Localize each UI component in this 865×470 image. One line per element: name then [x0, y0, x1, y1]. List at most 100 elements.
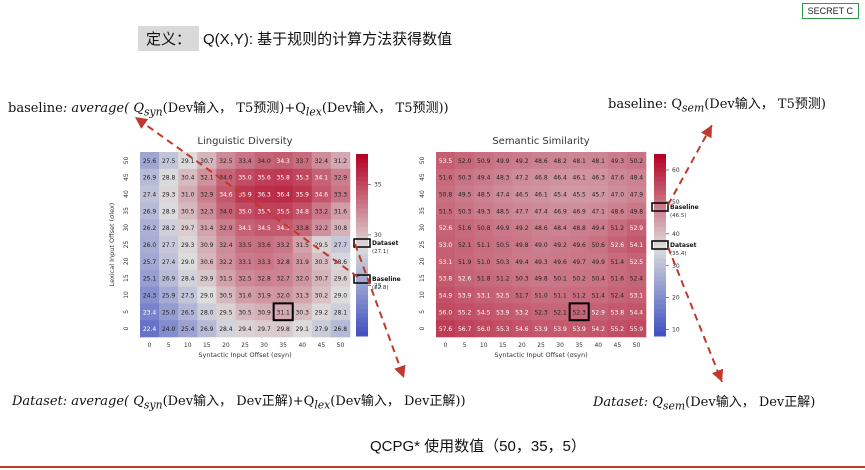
heatmap-cell-label: 56.0: [439, 309, 453, 316]
heatmap-cell: [588, 252, 609, 271]
heatmap-cell: [235, 236, 255, 254]
heatmap-cell-label: 33.3: [334, 192, 348, 199]
heatmap-cell-label: 49.9: [592, 259, 606, 266]
colorbar-segment: [654, 185, 666, 191]
heatmap-cell-label: 51.6: [611, 276, 625, 283]
colorbar-segment: [654, 231, 666, 237]
heatmap-cell: [436, 152, 456, 170]
heatmap-cell-label: 25.4: [181, 326, 195, 333]
heatmap-cell: [550, 252, 570, 271]
heatmap-cell-label: 52.4: [611, 292, 625, 299]
heatmap-cell-label: 31.1: [277, 309, 291, 316]
semantic-similarity-heatmap: Semantic Similarity 53.5 52.0 50.9 49.9 49.2 4…: [419, 136, 699, 359]
colorbar-segment: [356, 322, 368, 328]
y-tick-label: 20: [123, 257, 130, 265]
heatmap-cell: [159, 303, 179, 321]
heatmap-cell: [493, 185, 513, 203]
heatmap-cell-label: 26.5: [181, 309, 195, 316]
heatmap-cell: [216, 168, 236, 186]
heatmap-cell-label: 45.4: [553, 192, 567, 199]
colorbar-tick-label: 25: [374, 282, 382, 289]
colorbar-tick-label: 35: [374, 181, 382, 188]
heatmap-cell-label: 49.9: [496, 158, 510, 165]
heatmap-cell: [235, 320, 255, 338]
x-tick-label: 35: [575, 342, 583, 349]
colorbar-segment: [356, 181, 368, 187]
heatmap-cell-label: 27.4: [143, 192, 157, 199]
heatmap-cell: [493, 286, 513, 304]
heatmap-cell-label: 26.9: [200, 326, 214, 333]
x-tick-label: 25: [537, 342, 545, 349]
heatmap-cell: [588, 303, 609, 321]
colorbar-segment: [654, 213, 666, 219]
colorbar-segment: [654, 285, 666, 291]
heatmap-cell: [254, 219, 274, 237]
y-tick-label: 25: [123, 241, 130, 249]
heatmap-cell: [140, 303, 160, 321]
colorbar-segment: [654, 190, 666, 196]
heatmap-cell: [626, 168, 647, 186]
heatmap-cell-label: 28.4: [219, 326, 233, 333]
heatmap-cell: [588, 202, 609, 220]
heatmap-cell: [273, 320, 294, 338]
heatmap-cell-label: 36.4: [277, 192, 291, 199]
heatmap-cell: [235, 152, 255, 170]
colorbar-tick-label: 40: [672, 231, 680, 238]
y-tick-label: 0: [123, 327, 130, 331]
colorbar-segment: [356, 304, 368, 310]
colorbar-segment: [654, 249, 666, 255]
y-tick-label: 15: [419, 274, 426, 282]
heatmap-cell: [436, 286, 456, 304]
heatmap-cell: [607, 320, 628, 338]
heatmap-cell: [140, 202, 160, 220]
heatmap-cell-label: 51.0: [477, 259, 491, 266]
heatmap-cell: [550, 219, 570, 237]
heatmap-cell: [626, 219, 647, 237]
heatmap-cell-label: 32.9: [334, 175, 348, 182]
heatmap-cell: [569, 252, 590, 271]
heatmap-cell-label: 32.4: [219, 242, 233, 249]
heatmap-cell: [273, 269, 294, 287]
marker-value: (46.5): [670, 213, 687, 219]
heatmap-cell-label: 47.9: [630, 192, 644, 199]
heatmap-cell-label: 53.9: [553, 326, 567, 333]
x-tick-label: 5: [167, 342, 171, 349]
heatmap-cell: [436, 269, 456, 287]
heatmap-cell: [474, 185, 494, 203]
heatmap-cell-label: 33.8: [296, 225, 310, 232]
heatmap-cell-label: 30.9: [257, 309, 271, 316]
heatmap-cell-label: 53.0: [439, 242, 453, 249]
colorbar-segment: [356, 254, 368, 260]
colorbar-segment: [654, 272, 666, 278]
heatmap-cell: [531, 236, 551, 254]
heatmap-cell: [455, 202, 475, 220]
heatmap-cell: [493, 320, 513, 338]
heatmap-cell: [178, 168, 198, 186]
colorbar-marker: [353, 238, 371, 248]
heatmap-cell: [311, 286, 332, 304]
heatmap-cell-label: 47.7: [515, 208, 529, 215]
y-tick-label: 35: [419, 207, 426, 215]
heatmap-cell-label: 54.1: [630, 242, 644, 249]
colorbar-segment: [654, 322, 666, 328]
colorbar-segment: [654, 222, 666, 228]
heatmap-cell: [531, 168, 551, 186]
heatmap-cell: [474, 202, 494, 220]
heatmap-cell: [550, 168, 570, 186]
heatmap-cell: [273, 236, 294, 254]
heatmap-cell-label: 31.5: [219, 276, 233, 283]
heatmap-cell: [254, 269, 274, 287]
heatmap-cell: [178, 320, 198, 338]
qcpg-caption: QCPG* 使用数值（50，35，5）: [370, 438, 586, 455]
heatmap-cell: [311, 152, 332, 170]
heatmap-cell: [254, 286, 274, 304]
colorbar-segment: [654, 217, 666, 223]
heatmap-cell: [178, 185, 198, 203]
definition-label: 定义：: [138, 26, 200, 51]
heatmap-cell-label: 52.3: [534, 309, 548, 316]
colorbar-segment: [356, 163, 368, 169]
heatmap-cell-label: 50.5: [496, 242, 510, 249]
colorbar-segment: [654, 240, 666, 246]
heatmap-cell: [235, 168, 255, 186]
heatmap-cell-label: 29.7: [257, 326, 271, 333]
